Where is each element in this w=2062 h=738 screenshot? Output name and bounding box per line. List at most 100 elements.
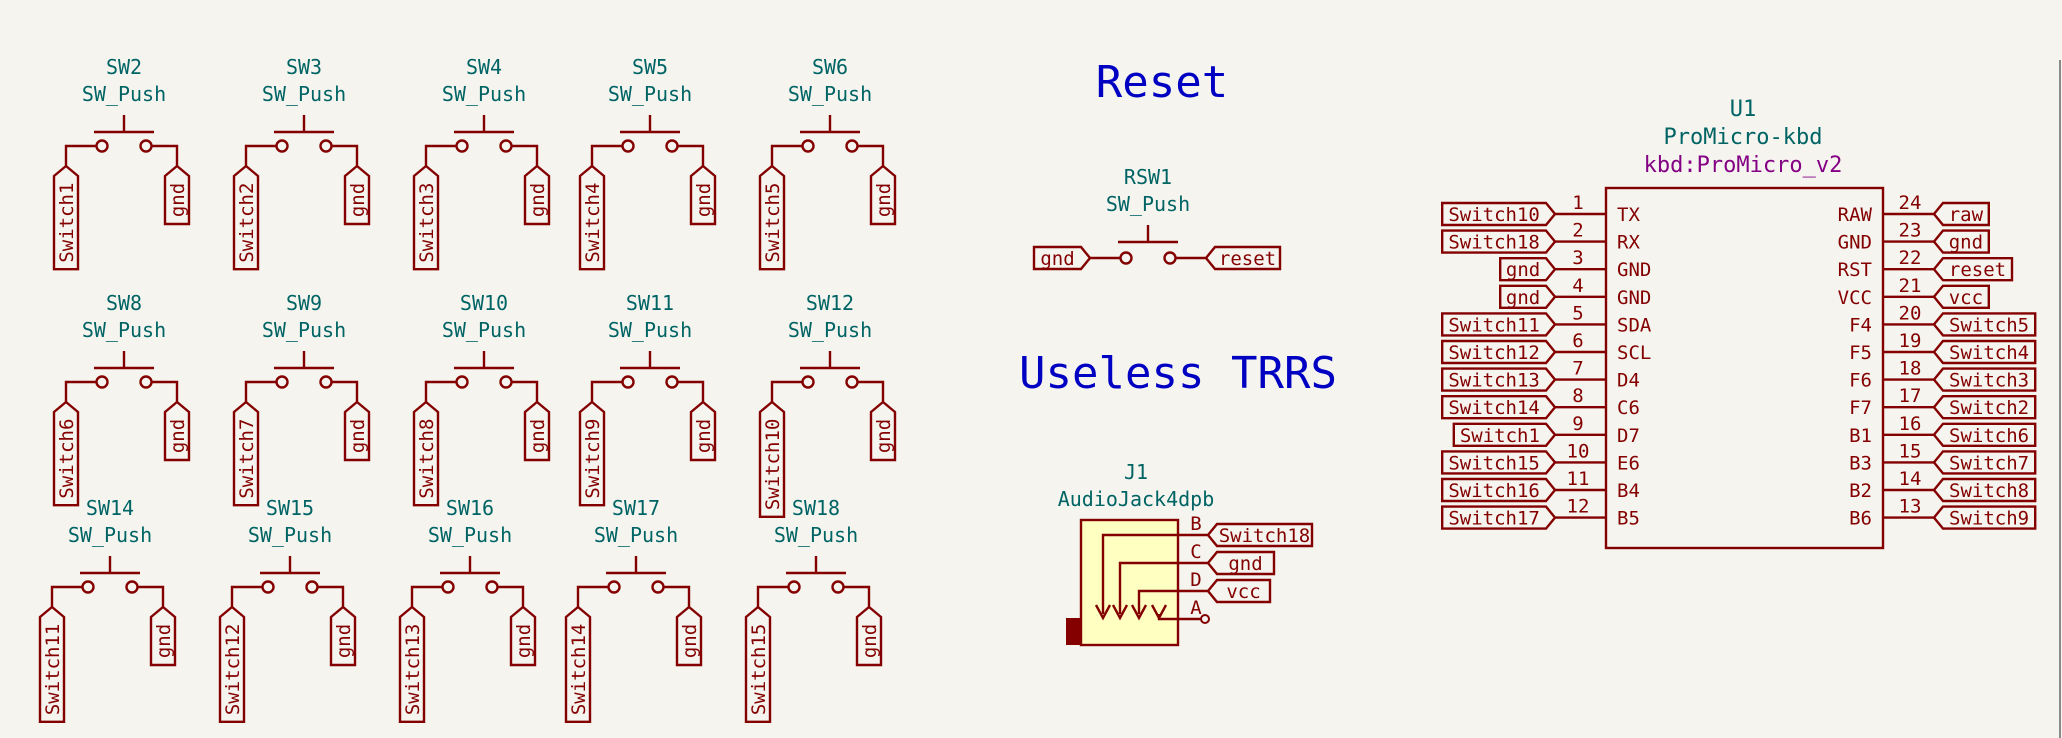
switch-value: SW_Push [788, 82, 872, 106]
mcu-pin-name: VCC [1838, 287, 1872, 309]
net-label-text: raw [1949, 204, 1984, 226]
net-label-text: vcc [1226, 581, 1260, 603]
switch-pin [141, 377, 152, 388]
mcu-pin-name: B2 [1849, 480, 1872, 502]
switch-wire [332, 382, 358, 402]
mcu-pin-number: 11 [1567, 468, 1590, 490]
mcu-pin-name: F5 [1849, 342, 1872, 364]
net-label-text: Switch16 [1448, 480, 1540, 502]
switch-value: SW_Push [428, 523, 512, 547]
switch-wire [592, 382, 623, 402]
switch-pin [127, 582, 138, 593]
audio-jack-symbol: J1AudioJack4dpbBSwitch18CgndDvccA [1058, 460, 1312, 645]
net-label-text: gnd [153, 624, 175, 658]
net-label-text: Switch12 [222, 624, 244, 716]
net-label-text: gnd [527, 183, 549, 217]
switch-reference: SW12 [806, 291, 854, 315]
mcu-pin-number: 7 [1572, 358, 1583, 380]
mcu-pin-number: 4 [1572, 275, 1583, 297]
switch-value: SW_Push [594, 523, 678, 547]
net-label-text: gnd [873, 183, 895, 217]
mcu-pin-number: 2 [1572, 220, 1583, 242]
switch-sw16: SW16SW_PushSwitch13 gnd [400, 496, 535, 722]
switch-wire [844, 587, 870, 607]
switch-pin [321, 141, 332, 152]
net-label-text: Switch17 [1448, 508, 1540, 530]
jack-sleeve [1066, 618, 1081, 645]
net-label-text: reset [1949, 259, 2006, 281]
mcu-pin-number: 8 [1572, 385, 1583, 407]
net-label-text: Switch1 [1460, 425, 1540, 447]
switch-wire [426, 146, 457, 166]
mcu-pin-number: 12 [1567, 496, 1590, 518]
mcu-pin-number: 23 [1899, 220, 1922, 242]
switch-wire [772, 382, 803, 402]
mcu-pin-name: GND [1617, 287, 1651, 309]
net-label-text: Switch11 [1448, 314, 1540, 336]
jack-pin-name: D [1190, 569, 1201, 591]
switch-reference: SW11 [626, 291, 674, 315]
reset-switch-symbol: RSW1SW_Pushgnd reset [1034, 165, 1280, 270]
switch-wire [246, 382, 277, 402]
switch-reference: SW9 [286, 291, 322, 315]
net-label-text: Switch14 [1448, 397, 1540, 419]
switch-reference: SW4 [466, 55, 502, 79]
switch-wire [758, 587, 789, 607]
net-label-text: Switch4 [582, 183, 604, 263]
reset-switch-value: SW_Push [1106, 192, 1190, 216]
mcu-pin-name: C6 [1617, 397, 1640, 419]
switch-pin [833, 582, 844, 593]
jack-pin-name: C [1190, 541, 1201, 563]
switch-pin [307, 582, 318, 593]
net-label-text: Switch10 [762, 419, 784, 511]
switch-pin [487, 582, 498, 593]
net-label-text: Switch5 [1949, 314, 2029, 336]
switch-pin [97, 141, 108, 152]
net-label-text: gnd [859, 624, 881, 658]
switch-value: SW_Push [82, 318, 166, 342]
jack-value: AudioJack4dpb [1058, 487, 1215, 511]
mcu-pin-number: 24 [1899, 192, 1922, 214]
switch-wire [66, 382, 97, 402]
switch-wire [232, 587, 263, 607]
net-label-text: Switch11 [42, 624, 64, 716]
mcu-pin-number: 21 [1899, 275, 1922, 297]
switch-reference: SW3 [286, 55, 322, 79]
switch-reference: SW18 [792, 496, 840, 520]
switch-pin [789, 582, 800, 593]
switch-reference: SW5 [632, 55, 668, 79]
promicro-symbol: U1 ProMicro-kbd kbd:ProMicro_v2 1 TX Switch10… [1442, 97, 2035, 548]
switch-reference: SW6 [812, 55, 848, 79]
mcu-pin-name: B4 [1617, 480, 1640, 502]
switch-pin [457, 141, 468, 152]
switch-sw10: SW10 SW_Push Switch8 gnd [414, 291, 549, 505]
switch-wire [66, 146, 97, 166]
mcu-pin-name: GND [1617, 259, 1651, 281]
no-connect-pin [1201, 615, 1209, 623]
switch-sw4: SW4SW_PushSwitch3 gnd [414, 55, 549, 269]
mcu-pin-name: D4 [1617, 370, 1640, 392]
switch-wire [332, 146, 358, 166]
switch-value: SW_Push [788, 318, 872, 342]
switch-sw5: SW5 SW_Push Switch4 gnd [580, 55, 715, 269]
mcu-pin-number: 19 [1899, 330, 1922, 352]
mcu-pin-name: F7 [1849, 397, 1872, 419]
net-label-text: Switch9 [582, 419, 604, 499]
switch-sw12: SW12 SW_Push Switch10 gnd [760, 291, 895, 517]
mcu-pin-number: 20 [1899, 302, 1922, 324]
switch-pin [623, 141, 634, 152]
switch-wire [152, 146, 178, 166]
switch-wire [592, 146, 623, 166]
switch-pin [83, 582, 94, 593]
switch-wire [52, 587, 83, 607]
net-label-text: Switch1 [56, 183, 78, 263]
reset-switch-reference: RSW1 [1124, 165, 1172, 189]
switch-sw3: SW3 SW_Push Switch2 gnd [234, 55, 369, 269]
switch-sw15: SW15SW_PushSwitch12 gnd [220, 496, 355, 722]
switch-value: SW_Push [608, 318, 692, 342]
net-label-text: gnd [167, 419, 189, 453]
net-label-text: gnd [1040, 248, 1074, 270]
switch-symbols: SW2SW_PushSwitch1 gndSW3SW_PushSwitch2 gnd… [40, 55, 895, 722]
net-label-text: gnd [693, 419, 715, 453]
switch-wire [152, 382, 178, 402]
